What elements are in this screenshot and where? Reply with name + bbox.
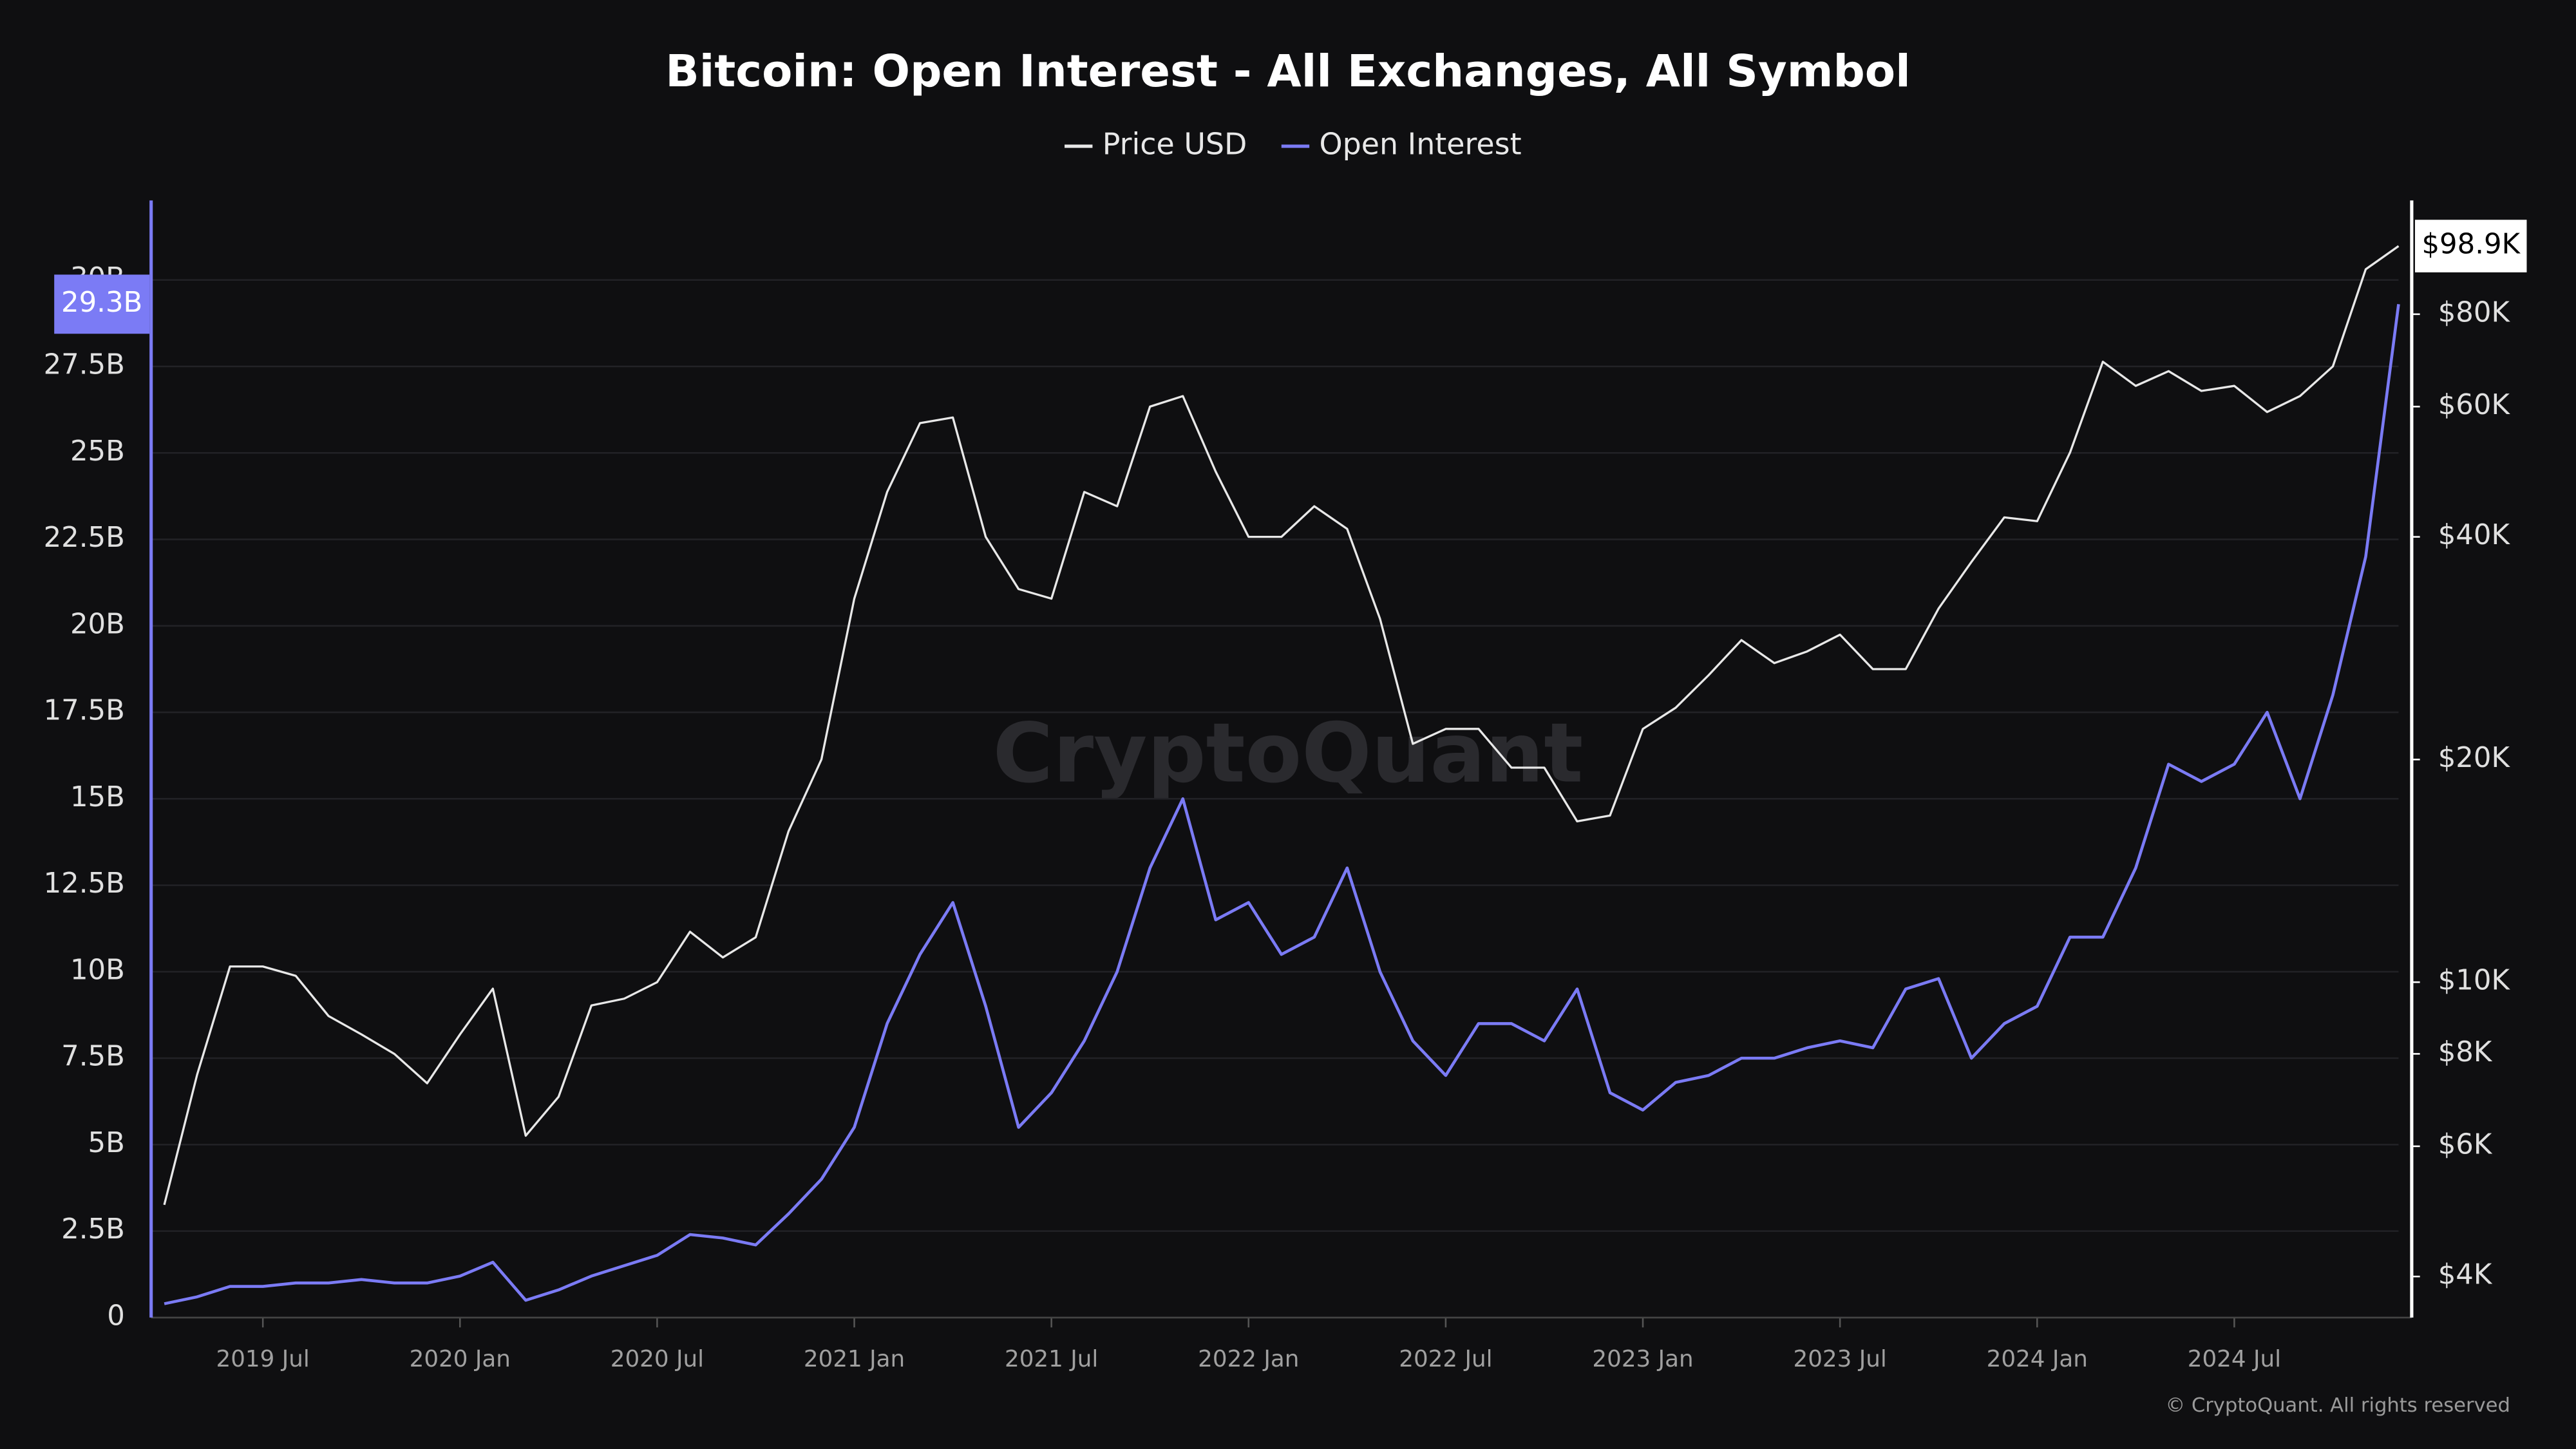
- x-tick-label: 2023 Jul: [1793, 1346, 1886, 1372]
- y2-tick-label: $4K: [2438, 1259, 2493, 1291]
- x-tick-label: 2023 Jan: [1592, 1346, 1693, 1372]
- y2-tick-label: $6K: [2438, 1128, 2493, 1160]
- y2-tick-label: $60K: [2438, 389, 2511, 421]
- y-tick-label: 5B: [88, 1127, 125, 1159]
- series-line: [163, 245, 2400, 1206]
- x-tick-label: 2019 Jul: [216, 1346, 310, 1372]
- x-tick-label: 2022 Jul: [1399, 1346, 1492, 1372]
- x-tick-label: 2024 Jul: [2188, 1346, 2281, 1372]
- y-tick-label: 15B: [70, 781, 125, 813]
- chart-title: Bitcoin: Open Interest - All Exchanges, …: [665, 46, 1910, 97]
- x-tick-label: 2024 Jan: [1987, 1346, 2088, 1372]
- y-tick-label: 20B: [70, 608, 125, 640]
- y-tick-label: 22.5B: [44, 522, 125, 554]
- y-tick-label: 25B: [70, 435, 125, 468]
- y2-tick-label: $40K: [2438, 519, 2511, 551]
- watermark: CryptoQuant: [993, 706, 1584, 802]
- value-label: 29.3B: [61, 287, 142, 319]
- y-tick-label: 0: [107, 1300, 125, 1332]
- y2-tick-label: $10K: [2438, 965, 2511, 997]
- value-label-box: [2415, 220, 2527, 272]
- x-tick-label: 2022 Jan: [1198, 1346, 1299, 1372]
- x-tick-label: 2021 Jan: [804, 1346, 905, 1372]
- y-tick-label: 2.5B: [61, 1213, 125, 1245]
- y-tick-label: 10B: [70, 954, 125, 986]
- legend-label: Open Interest: [1319, 127, 1521, 162]
- value-label-box: [54, 274, 150, 334]
- value-label: $98.9K: [2421, 229, 2521, 261]
- series-line: [164, 304, 2400, 1305]
- y-tick-label: 7.5B: [61, 1041, 125, 1073]
- x-tick-label: 2020 Jul: [611, 1346, 704, 1372]
- credit: © CryptoQuant. All rights reserved: [2166, 1394, 2510, 1417]
- y2-tick-label: $20K: [2438, 742, 2511, 774]
- legend-label: Price USD: [1103, 127, 1247, 162]
- y-tick-label: 27.5B: [44, 349, 125, 381]
- y2-tick-label: $8K: [2438, 1036, 2493, 1068]
- x-tick-label: 2021 Jul: [1005, 1346, 1098, 1372]
- y2-tick-label: $80K: [2438, 296, 2511, 328]
- y-tick-label: 12.5B: [44, 867, 125, 900]
- y-tick-label: 17.5B: [44, 695, 125, 727]
- x-tick-label: 2020 Jan: [410, 1346, 511, 1372]
